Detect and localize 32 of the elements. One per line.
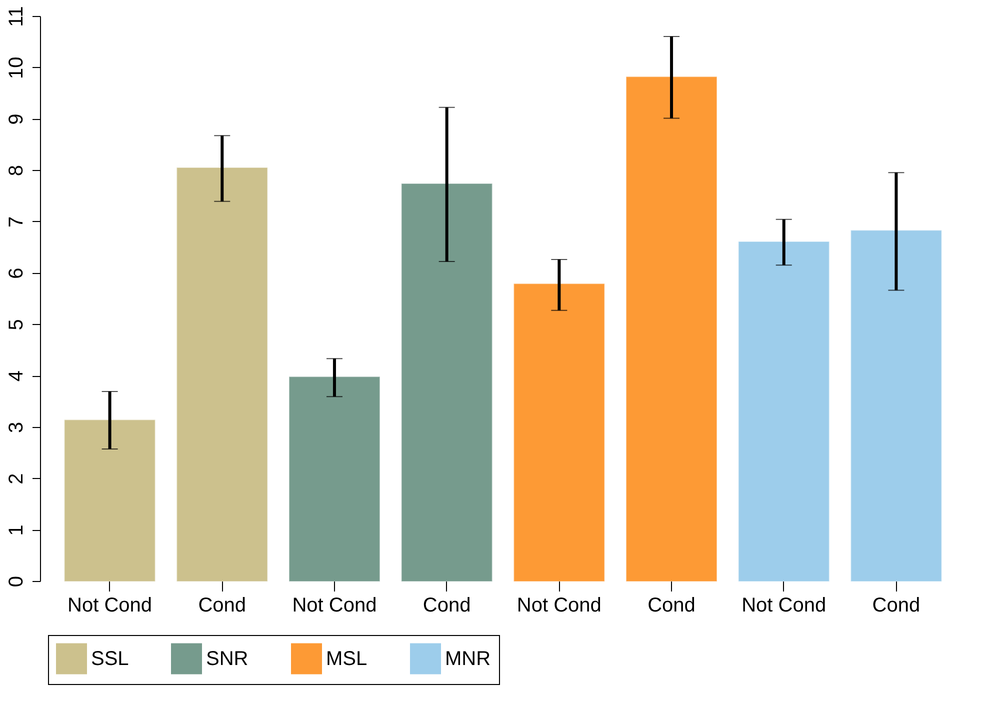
- x-tick-label: Not Cond: [742, 594, 826, 616]
- y-tick-label: 0: [6, 576, 28, 588]
- x-tick-label: Not Cond: [516, 594, 602, 616]
- y-tick-label: 2: [6, 473, 28, 484]
- bar: [850, 230, 942, 582]
- y-tick-label: 8: [6, 165, 28, 176]
- y-tick-label: 9: [6, 114, 28, 125]
- x-tick-label: Cond: [648, 594, 696, 616]
- legend-label: MSL: [326, 648, 368, 670]
- y-tick-label: 3: [6, 422, 28, 433]
- y-tick-label: 10: [6, 56, 28, 79]
- bar: [401, 183, 492, 582]
- bar: [176, 168, 268, 582]
- y-tick-label: 5: [6, 319, 28, 330]
- bar: [514, 284, 605, 582]
- x-tick-label: Cond: [872, 594, 920, 616]
- x-tick-label: Cond: [198, 594, 246, 616]
- bar: [626, 76, 717, 582]
- y-tick-label: 4: [6, 370, 28, 382]
- y-tick-label: 7: [6, 216, 28, 228]
- x-tick-label: Cond: [422, 594, 471, 616]
- bar: [289, 376, 380, 582]
- legend-label: SSL: [91, 648, 129, 670]
- legend-label: MNR: [445, 648, 491, 670]
- y-tick-label: 6: [6, 268, 28, 279]
- x-tick-label: Not Cond: [68, 594, 152, 616]
- x-tick-label: Not Cond: [292, 594, 377, 616]
- bar: [738, 242, 830, 582]
- y-tick-label: 11: [6, 6, 28, 27]
- y-tick-label: 1: [6, 524, 28, 536]
- bar: [64, 420, 156, 582]
- legend-label: SNR: [206, 648, 248, 670]
